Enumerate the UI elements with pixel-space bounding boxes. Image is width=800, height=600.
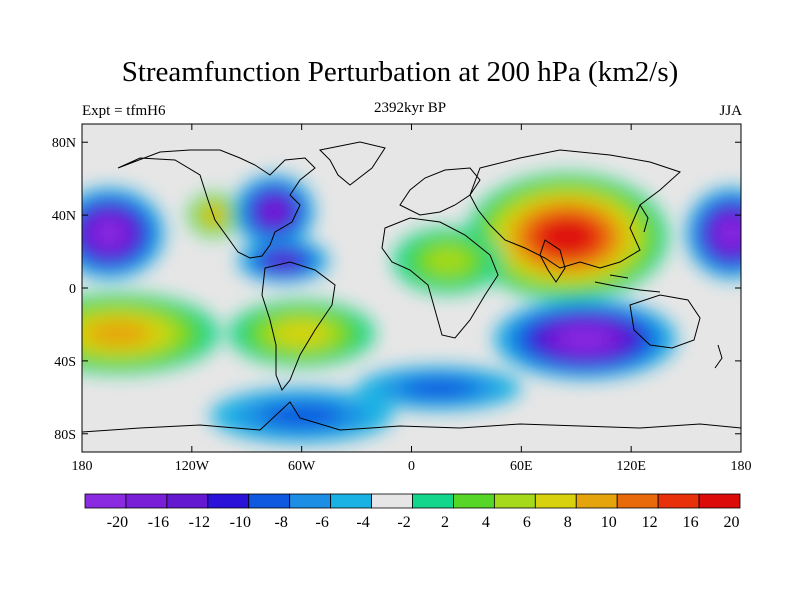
lon-tick-label: 60W xyxy=(288,459,316,474)
coast-australia xyxy=(629,294,701,349)
colorbar-label: -20 xyxy=(107,514,128,531)
lon-tick-label: 180 xyxy=(72,459,93,474)
coast-europe xyxy=(399,167,481,216)
colorbar-label: 2 xyxy=(441,514,449,531)
colorbar-swatch xyxy=(84,493,127,509)
colorbar-label: -16 xyxy=(148,514,169,531)
colorbar-label: -6 xyxy=(315,514,328,531)
colorbar-label: 4 xyxy=(482,514,490,531)
lon-tick-label: 120E xyxy=(616,459,646,474)
colorbar-swatch xyxy=(412,493,454,509)
antarctic-low-contour-3 xyxy=(262,403,342,428)
coast-south-america xyxy=(261,261,336,391)
lon-tick-label: 120W xyxy=(175,459,210,474)
colorbar-swatch xyxy=(207,493,250,509)
experiment-label: Expt = tfmH6 xyxy=(82,103,166,119)
south-pacific-high-contour-5 xyxy=(86,320,151,347)
colorbar-swatch xyxy=(493,493,536,509)
colorbar-label: 20 xyxy=(724,514,740,531)
colorbar: -20 -16 -12 -10 -8 -6 -4 -2 2 4 6 8 10 12 16 20 xyxy=(84,493,741,531)
lat-tick-label: 40S xyxy=(54,355,76,370)
lat-tick-label: 80N xyxy=(52,136,76,151)
colorbar-label: 6 xyxy=(523,514,531,531)
colorbar-label: -10 xyxy=(230,514,251,531)
lon-tick-label: 0 xyxy=(408,459,415,474)
colorbar-swatch xyxy=(330,493,372,509)
colorbar-label: -4 xyxy=(356,514,369,531)
south-atlantic-low-contour-3 xyxy=(403,378,475,398)
lon-tick-label: 180 xyxy=(731,459,752,474)
colorbar-swatch xyxy=(166,493,209,509)
colorbar-label: 12 xyxy=(642,514,658,531)
map-area xyxy=(82,124,741,452)
coastlines xyxy=(82,141,741,433)
coast-indonesia xyxy=(594,274,661,293)
africa-high-contour-3 xyxy=(424,246,472,275)
colorbar-swatch xyxy=(453,493,495,509)
indian-ocean-low-contour-7 xyxy=(560,328,611,350)
colorbar-swatch xyxy=(575,493,618,509)
lat-tick-label: 0 xyxy=(69,282,76,297)
coast-greenland xyxy=(318,141,386,186)
lat-tick-label: 40N xyxy=(52,209,76,224)
colorbar-swatch xyxy=(616,493,659,509)
colorbar-label: 10 xyxy=(601,514,617,531)
south-america-high-contour-4 xyxy=(275,321,329,346)
colorbar-swatch xyxy=(289,493,332,509)
season-label: JJA xyxy=(719,103,742,119)
streamfunction-field xyxy=(82,173,741,443)
colorbar-label: -8 xyxy=(275,514,288,531)
colorbar-swatch xyxy=(534,493,577,509)
coast-north-america xyxy=(117,149,316,259)
colorbar-swatch xyxy=(125,493,168,509)
lon-tick-label: 60E xyxy=(510,459,533,474)
colorbar-label: 16 xyxy=(683,514,699,531)
colorbar-swatch xyxy=(371,493,413,509)
colorbar-swatch xyxy=(657,493,700,509)
caribbean-low-contour-5 xyxy=(268,253,299,268)
coast-india xyxy=(539,239,566,283)
coast-japan xyxy=(639,204,649,233)
coast-asia xyxy=(469,149,681,269)
colorbar-label: 8 xyxy=(564,514,572,531)
coast-antarctica xyxy=(82,401,741,433)
west-pacific-low-contour-7 xyxy=(94,220,125,246)
east-pacific-low-contour-7 xyxy=(719,220,741,246)
map-title: Streamfunction Perturbation at 200 hPa (… xyxy=(121,56,679,88)
east-na-low-contour-6 xyxy=(262,200,286,223)
colorbar-label: -12 xyxy=(189,514,210,531)
asia-high-contour-8 xyxy=(541,220,593,254)
time-label: 2392kyr BP xyxy=(373,100,447,116)
coast-africa xyxy=(381,217,499,339)
colorbar-swatch xyxy=(698,493,741,509)
colorbar-label: -2 xyxy=(397,514,410,531)
lat-tick-label: 80S xyxy=(54,428,76,443)
axis-ticks: 80N 40N 0 40S 80S 180 120W 60W 0 60E 120E 180 xyxy=(52,124,752,474)
coast-new-zealand xyxy=(714,344,723,369)
colorbar-swatch xyxy=(248,493,291,509)
